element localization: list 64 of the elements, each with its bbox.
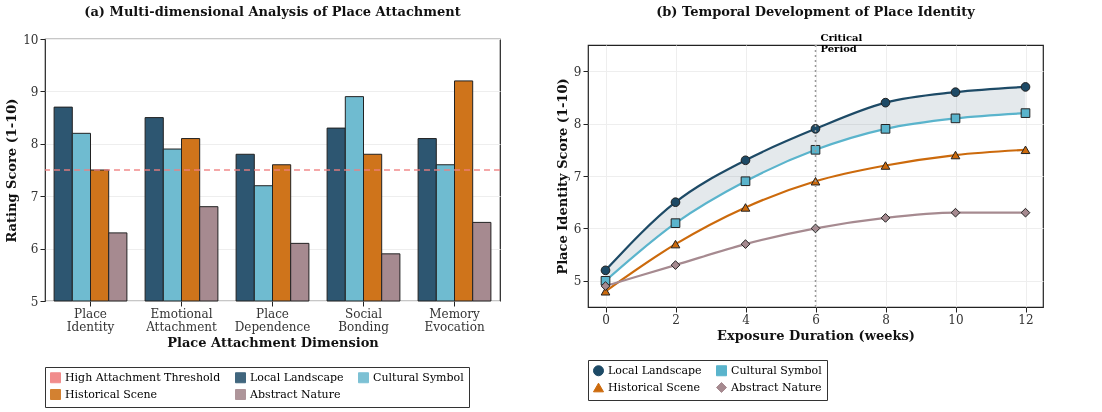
y-tick-label: 5 [30,294,39,309]
x-tick-label: 10 [948,312,964,327]
legend-label: Cultural Symbol [731,363,823,377]
point [950,207,961,218]
point [1020,207,1031,218]
point [810,176,821,186]
ref-line-label: Critical Period [820,32,863,54]
point [1020,82,1031,92]
x-tick-label: 4 [742,312,751,327]
point [880,97,891,108]
y-axis-title: Rating Score (1-10) [4,98,20,243]
y-tick-label: 8 [30,137,39,152]
point [950,113,961,124]
legend-label: Historical Scene [65,387,158,401]
x-tick-label: 0 [602,312,610,327]
y-tick-label: 7 [573,169,582,184]
point [740,239,751,249]
y-tick-label: 10 [23,32,39,47]
point [1020,145,1031,155]
point [740,203,751,212]
x-tick-label: Place Identity [66,306,115,334]
x-tick-label: Place Dependence [234,306,311,334]
legend-label: Abstract Nature [249,387,341,401]
point [880,124,891,134]
legend-label: Historical Scene [608,380,701,394]
point [670,197,681,208]
point [810,144,821,155]
y-tick-label: 9 [30,84,39,99]
y-tick-label: 8 [573,117,582,132]
point [670,260,681,270]
x-tick-label: 8 [882,312,890,327]
legend-label: High Attachment Threshold [65,370,221,384]
legend-label: Cultural Symbol [373,370,465,384]
point [740,176,751,187]
point [880,161,891,170]
x-tick-label: Social Bonding [338,306,390,334]
point [950,87,961,97]
x-axis-title: Exposure Duration (weeks) [717,327,915,343]
point [670,239,681,249]
point [950,150,961,160]
point [880,213,891,223]
x-axis-title: Place Attachment Dimension [167,334,380,350]
x-tick-label: 2 [672,312,680,327]
x-tick-label: Emotional Attachment [145,306,218,334]
legend-label: Abstract Nature [730,380,822,394]
chart-title: (a) Multi-dimensional Analysis of Place Attachment [84,4,461,19]
point [600,265,611,276]
y-tick-label: 6 [30,242,39,257]
point [670,218,681,228]
point [600,281,611,291]
legend-label: Local Landscape [608,363,702,377]
x-tick-label: 12 [1018,312,1034,327]
point [740,155,751,166]
y-tick-label: 5 [573,274,582,289]
y-tick-label: 6 [573,221,582,236]
point [1020,108,1031,118]
chart-title: (b) Temporal Development of Place Identity [656,4,976,19]
x-tick-label: Memory Evocation [424,306,485,334]
x-tick-label: 6 [812,312,820,327]
legend-label: Local Landscape [250,370,344,384]
y-tick-label: 9 [573,64,582,79]
y-axis-title: Place Identity Score (1-10) [554,78,570,275]
point [810,223,821,234]
y-tick-label: 7 [30,189,39,204]
